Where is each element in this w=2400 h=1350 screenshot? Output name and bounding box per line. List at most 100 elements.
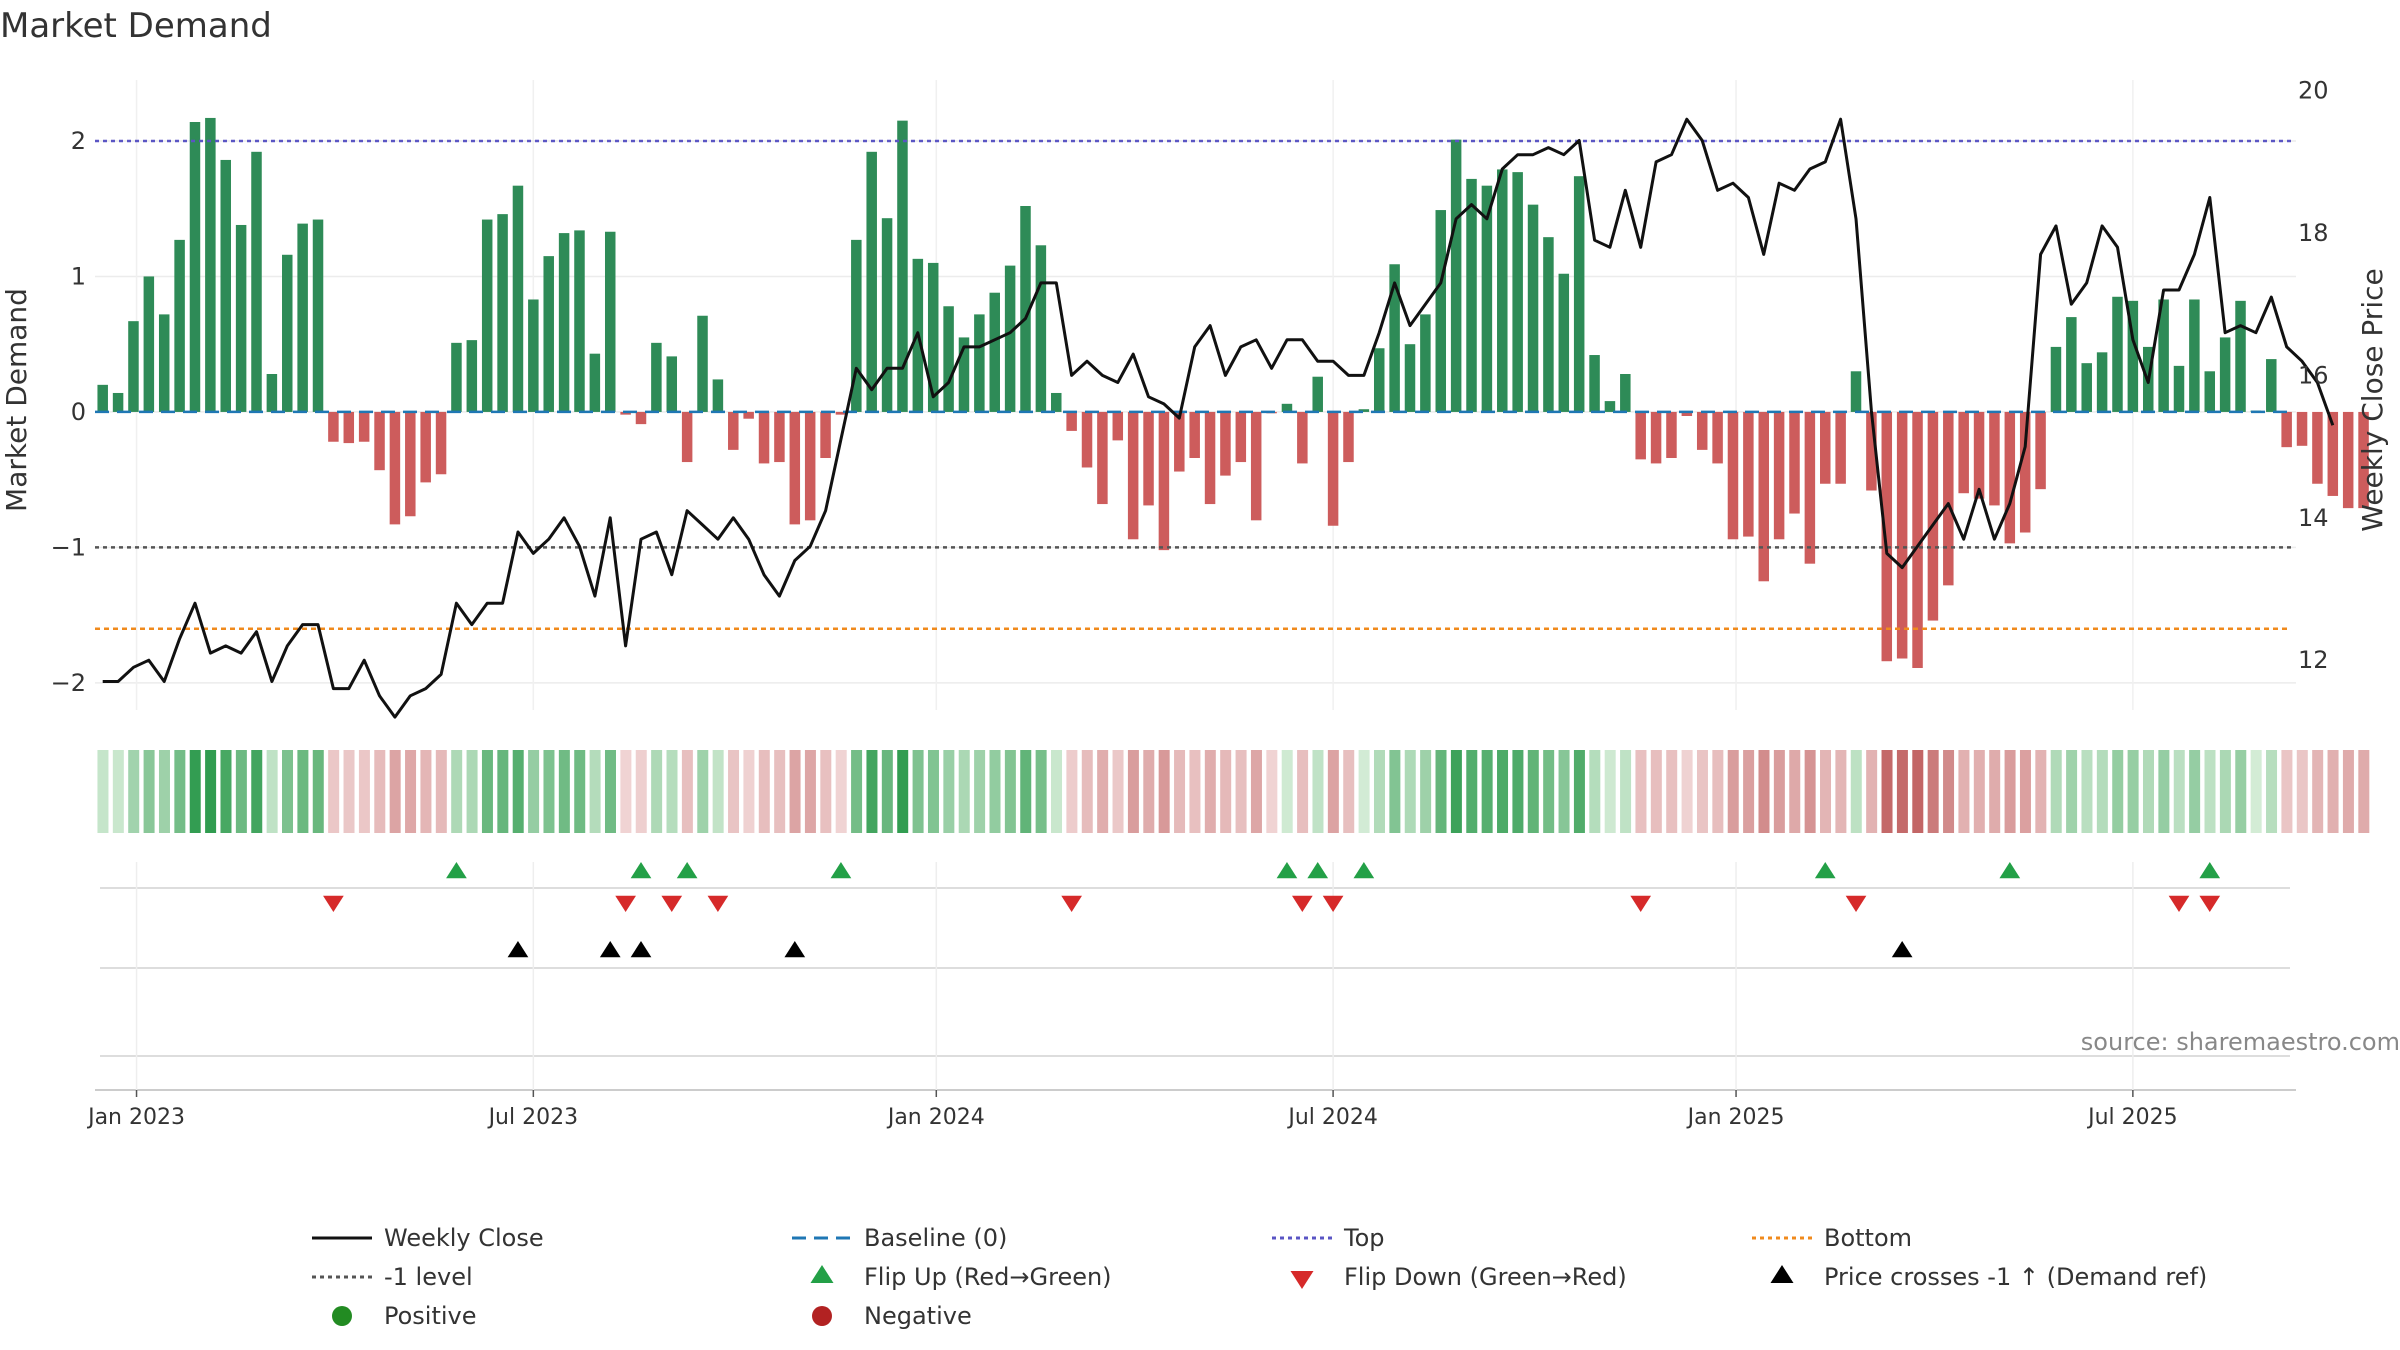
demand-bar [2066, 317, 2077, 412]
demand-bar [2219, 337, 2231, 412]
demand-bar [358, 411, 370, 442]
demand-bars [97, 117, 2369, 668]
demand-bar [1051, 392, 1062, 412]
heat-cell [1404, 750, 1416, 833]
heat-cell [205, 750, 217, 833]
heat-cell [2066, 750, 2078, 833]
event-panel-gridlines [135, 862, 2134, 1090]
heat-cell [2158, 750, 2170, 833]
y2-tick-label: 16 [2298, 361, 2329, 389]
demand-bar [1527, 204, 1539, 412]
flip-down-marker [661, 895, 683, 912]
demand-bar [943, 306, 954, 412]
heat-cell [1681, 750, 1693, 833]
x-tick-label: Jul 2023 [487, 1105, 579, 1130]
demand-bar [1281, 403, 1293, 412]
x-tick-label: Jul 2025 [2086, 1105, 2178, 1130]
demand-bar [2204, 371, 2216, 412]
heat-cell [1450, 750, 1462, 833]
demand-bar [1235, 411, 1247, 463]
demand-bar [297, 223, 308, 412]
heat-cell [2250, 750, 2262, 833]
heat-cell [1204, 750, 1216, 833]
heat-cell [1389, 750, 1401, 833]
legend-item: Positive [332, 1302, 477, 1330]
y-tick-label: −2 [51, 669, 86, 697]
demand-bar [1127, 411, 1139, 540]
heat-cell [1266, 750, 1278, 833]
legend-item: Flip Down (Green→Red) [1290, 1263, 1627, 1291]
demand-bar [112, 392, 124, 412]
demand-bar [2096, 352, 2108, 412]
demand-bar [1189, 411, 1200, 458]
heat-cell [312, 750, 324, 833]
heat-cell [435, 750, 447, 833]
legend-circle [812, 1306, 832, 1326]
demand-bar [1881, 411, 1893, 662]
demand-bar [558, 233, 570, 412]
heat-cell [1666, 750, 1678, 833]
demand-bar [2035, 411, 2046, 490]
demand-bar [820, 411, 831, 458]
heat-cell [128, 750, 140, 833]
flip-up-marker [630, 862, 652, 879]
flip-down-marker [707, 895, 729, 912]
flip-down-marker [2168, 895, 2190, 912]
demand-bar [2189, 299, 2200, 412]
demand-bar [343, 411, 355, 444]
legend-label: Bottom [1824, 1224, 1912, 1252]
heat-cell [2235, 750, 2247, 833]
demand-bar [1712, 411, 1723, 464]
heat-cell [543, 750, 555, 833]
heat-cell [558, 750, 570, 833]
right-axis-ticks: 20 18 16 14 12 [2298, 77, 2329, 674]
heat-cell [589, 750, 601, 833]
heat-cell [1051, 750, 1063, 833]
demand-bar [681, 411, 693, 463]
heat-cell [635, 750, 647, 833]
heat-cell [1297, 750, 1309, 833]
heat-cell [1866, 750, 1878, 833]
y2-tick-label: 18 [2298, 219, 2329, 247]
heat-cell [2096, 750, 2108, 833]
demand-bar [143, 276, 155, 412]
heat-cell [2281, 750, 2293, 833]
demand-bar [174, 239, 185, 412]
demand-bar [635, 411, 647, 425]
flip-down-marker [1845, 895, 1867, 912]
heat-cell [158, 750, 170, 833]
demand-bar [282, 254, 293, 412]
demand-bar [374, 411, 385, 471]
heat-cell [1743, 750, 1755, 833]
heat-cell [343, 750, 355, 833]
demand-bar [2158, 299, 2169, 412]
legend-label: Price crosses -1 ↑ (Demand ref) [1824, 1263, 2207, 1291]
y-tick-label: −1 [51, 533, 86, 561]
heat-cell [1620, 750, 1632, 833]
heat-cell [1358, 750, 1370, 833]
heat-cell [1527, 750, 1539, 833]
demand-bar [2296, 411, 2308, 446]
demand-bar [1097, 411, 1108, 505]
legend-item: -1 level [312, 1263, 473, 1291]
price-cross-marker [507, 941, 529, 958]
demand-bar [1650, 411, 1662, 464]
demand-bar [1789, 411, 1800, 514]
heat-cell [927, 750, 939, 833]
demand-bar [205, 117, 216, 412]
heat-cell [912, 750, 924, 833]
heat-cell [758, 750, 770, 833]
demand-bar [451, 342, 462, 412]
demand-bar [897, 120, 908, 412]
heat-cell [1312, 750, 1324, 833]
demand-bar [758, 411, 770, 464]
demand-bar [1020, 206, 1031, 412]
heat-cell [1850, 750, 1862, 833]
heat-cell [789, 750, 801, 833]
legend-label: Top [1343, 1224, 1385, 1252]
heat-cell [1373, 750, 1385, 833]
heat-cell [897, 750, 909, 833]
demand-bar [1573, 176, 1585, 412]
event-markers-panel [95, 887, 2296, 1091]
